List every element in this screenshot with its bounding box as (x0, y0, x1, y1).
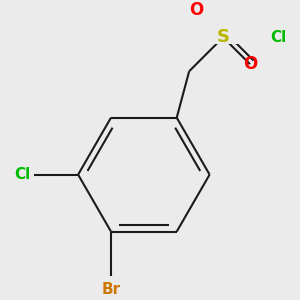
Text: Cl: Cl (270, 30, 286, 45)
Text: Br: Br (101, 282, 121, 297)
Text: O: O (189, 2, 203, 20)
Text: Cl: Cl (14, 167, 30, 182)
Text: S: S (217, 28, 230, 46)
Text: O: O (243, 55, 257, 73)
